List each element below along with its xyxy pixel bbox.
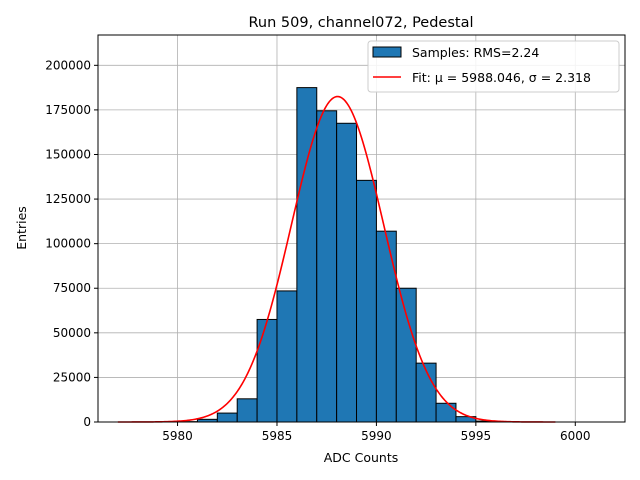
x-axis-ticks: 5980 5985 5990 5995 6000 <box>162 422 591 443</box>
y-tick-label-1: 25000 <box>53 370 91 384</box>
legend: Samples: RMS=2.24 Fit: μ = 5988.046, σ =… <box>367 40 620 93</box>
y-tick-label-6: 150000 <box>45 147 91 161</box>
fit-curve <box>117 95 556 423</box>
x-tick-label-1: 5985 <box>262 429 293 443</box>
histogram-bar-11 <box>395 287 417 423</box>
legend-label-samples: Samples: RMS=2.24 <box>412 45 539 60</box>
x-axis-label: ADC Counts <box>324 450 399 465</box>
histogram-bar-3 <box>236 398 258 423</box>
legend-box <box>367 40 620 93</box>
histogram-bar-10 <box>375 230 397 423</box>
y-tick-label-7: 175000 <box>45 103 91 117</box>
histogram-bar-9 <box>356 179 377 423</box>
y-tick-label-4: 100000 <box>45 237 91 251</box>
histogram-bar-2 <box>216 412 238 423</box>
y-tick-label-3: 75000 <box>53 281 91 295</box>
x-tick-label-2: 5990 <box>361 429 392 443</box>
y-tick-label-5: 125000 <box>45 192 91 206</box>
y-tick-label-2: 50000 <box>53 326 91 340</box>
y-axis-label: Entries <box>14 206 29 250</box>
chart-title: Run 509, channel072, Pedestal <box>248 15 473 31</box>
histogram-bar-4 <box>256 318 278 423</box>
plot-frame <box>97 34 626 423</box>
legend-label-fit: Fit: μ = 5988.046, σ = 2.318 <box>412 70 591 85</box>
x-tick-label-0: 5980 <box>162 429 193 443</box>
histogram-bar-8 <box>336 122 358 423</box>
histogram-bars <box>177 87 497 423</box>
y-tick-label-0: 0 <box>83 415 91 429</box>
x-tick-label-3: 5995 <box>461 429 492 443</box>
histogram-bar-7 <box>316 110 338 423</box>
histogram-bar-5 <box>276 290 298 423</box>
x-tick-label-4: 6000 <box>560 429 591 443</box>
histogram-bar-13 <box>435 402 457 423</box>
legend-swatch-samples <box>372 46 402 58</box>
y-tick-label-8: 200000 <box>45 58 91 72</box>
y-axis-ticks: 0 25000 50000 75000 100000 125000 150000 175000… <box>45 58 98 429</box>
